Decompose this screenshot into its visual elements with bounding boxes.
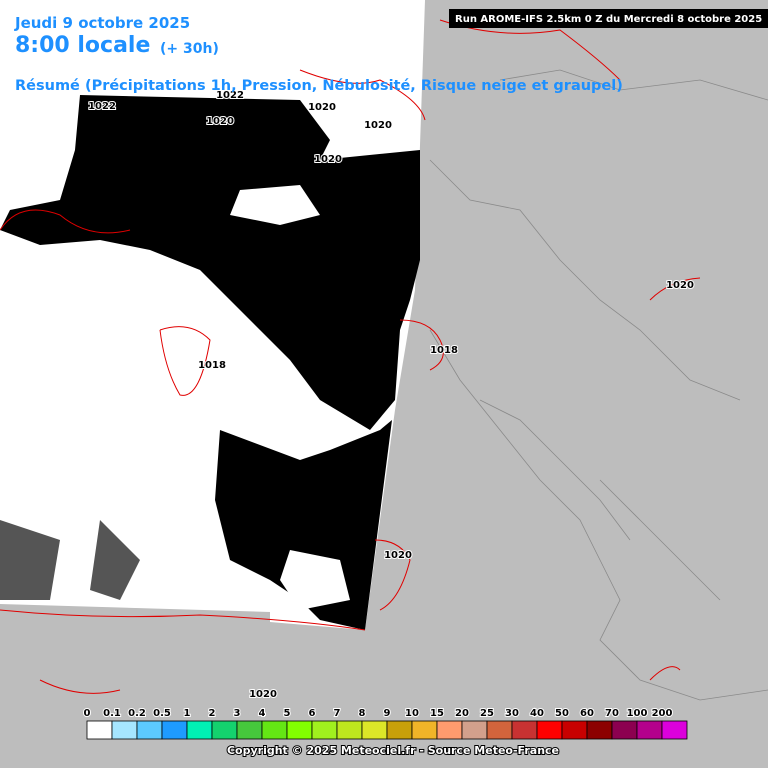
isobar-label: 1018 bbox=[430, 345, 458, 356]
legend-swatch bbox=[336, 720, 363, 740]
isobar-label: 1020 bbox=[206, 116, 234, 127]
legend-label: 200 bbox=[652, 708, 673, 719]
legend-swatch bbox=[411, 720, 438, 740]
legend-label: 70 bbox=[605, 708, 619, 719]
legend-label: 0.1 bbox=[103, 708, 121, 719]
legend-label: 3 bbox=[234, 708, 241, 719]
lead-time: (+ 30h) bbox=[160, 41, 219, 57]
legend-swatch bbox=[311, 720, 338, 740]
time: 8:00 locale bbox=[15, 33, 150, 58]
legend-label: 9 bbox=[384, 708, 391, 719]
legend-label: 6 bbox=[309, 708, 316, 719]
legend-swatch bbox=[436, 720, 463, 740]
isobar-label: 1020 bbox=[314, 154, 342, 165]
isobar-label: 1020 bbox=[249, 689, 277, 700]
legend-label: 5 bbox=[284, 708, 291, 719]
clear-area bbox=[280, 550, 350, 610]
legend-label: 100 bbox=[627, 708, 648, 719]
legend-label: 2 bbox=[209, 708, 216, 719]
legend-label: 1 bbox=[184, 708, 191, 719]
isobar-label: 1022 bbox=[216, 90, 244, 101]
isobar-label: 1020 bbox=[666, 280, 694, 291]
legend-label: 20 bbox=[455, 708, 469, 719]
legend-swatch bbox=[636, 720, 663, 740]
legend-label: 0 bbox=[84, 708, 91, 719]
legend-label: 25 bbox=[480, 708, 494, 719]
clear-area bbox=[230, 185, 320, 225]
isobar-label: 1020 bbox=[384, 550, 412, 561]
legend-swatch bbox=[111, 720, 138, 740]
legend-label: 40 bbox=[530, 708, 544, 719]
legend-label: 7 bbox=[334, 708, 341, 719]
copyright: Copyright © 2025 Meteociel.fr - Source M… bbox=[227, 744, 559, 757]
legend-swatch bbox=[186, 720, 213, 740]
legend-swatch bbox=[511, 720, 538, 740]
legend-swatch bbox=[561, 720, 588, 740]
summary: Résumé (Précipitations 1h, Pression, Néb… bbox=[15, 78, 623, 94]
cloud-patch bbox=[0, 520, 140, 600]
legend-swatch bbox=[611, 720, 638, 740]
legend-swatch bbox=[661, 720, 688, 740]
legend-swatch bbox=[586, 720, 613, 740]
run-info: Run AROME-IFS 2.5km 0 Z du Mercredi 8 oc… bbox=[455, 14, 762, 25]
isobar-label: 1020 bbox=[308, 102, 336, 113]
borders bbox=[429, 69, 768, 701]
legend-swatch bbox=[161, 720, 188, 740]
legend-label: 0.5 bbox=[153, 708, 171, 719]
legend-swatch bbox=[386, 720, 413, 740]
legend-swatch bbox=[461, 720, 488, 740]
cloud-mass bbox=[215, 420, 392, 630]
isobar-label: 1020 bbox=[364, 120, 392, 131]
legend-label: 4 bbox=[259, 708, 266, 719]
date: Jeudi 9 octobre 2025 bbox=[14, 14, 190, 32]
legend-swatch bbox=[536, 720, 563, 740]
legend-label: 15 bbox=[430, 708, 444, 719]
legend-label: 8 bbox=[359, 708, 366, 719]
legend-label: 60 bbox=[580, 708, 594, 719]
isobar-label: 1022 bbox=[88, 101, 116, 112]
legend-swatch bbox=[136, 720, 163, 740]
isobar-lines bbox=[0, 19, 701, 694]
legend-swatch bbox=[261, 720, 288, 740]
isobar-label: 1018 bbox=[198, 360, 226, 371]
legend-swatch bbox=[211, 720, 238, 740]
legend-label: 30 bbox=[505, 708, 519, 719]
legend-label: 0.2 bbox=[128, 708, 146, 719]
legend-swatch bbox=[286, 720, 313, 740]
legend-swatch bbox=[236, 720, 263, 740]
legend-swatch bbox=[86, 720, 113, 740]
legend-label: 50 bbox=[555, 708, 569, 719]
cloud-mass bbox=[0, 95, 420, 430]
run-box bbox=[449, 9, 768, 28]
legend-label: 10 bbox=[405, 708, 419, 719]
legend-swatch bbox=[486, 720, 513, 740]
legend-swatch bbox=[361, 720, 388, 740]
